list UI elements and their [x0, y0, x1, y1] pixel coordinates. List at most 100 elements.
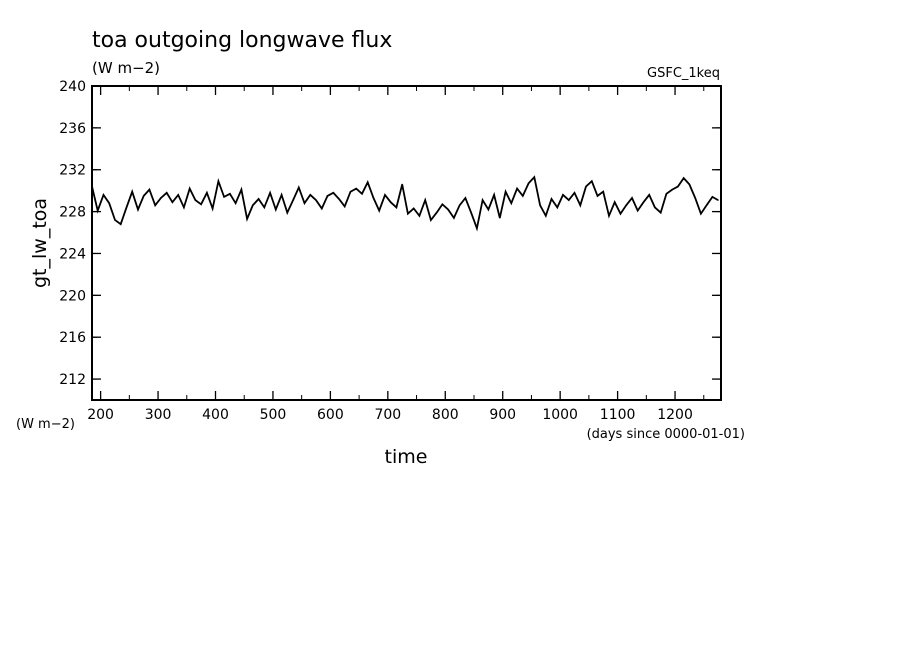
data-point — [131, 191, 133, 193]
y-tick-label: 212 — [59, 372, 86, 388]
data-point — [263, 206, 265, 208]
data-point — [413, 207, 415, 210]
data-point — [269, 192, 271, 194]
data-point — [516, 188, 518, 190]
data-point — [108, 202, 110, 204]
data-point — [573, 192, 576, 194]
data-point — [447, 208, 449, 211]
data-point — [545, 215, 547, 217]
data-point — [568, 199, 570, 201]
data-point — [631, 197, 633, 199]
y-tick-label: 224 — [59, 246, 86, 262]
data-point — [671, 189, 673, 191]
data-point — [200, 203, 202, 205]
data-point — [637, 210, 639, 212]
data-point — [505, 191, 507, 193]
data-point — [510, 202, 512, 204]
data-point — [171, 201, 173, 203]
data-point — [143, 195, 145, 197]
data-point — [562, 194, 564, 196]
y-tick-label: 228 — [59, 205, 86, 221]
x-axis-units: (days since 0000-01-01) — [587, 427, 745, 442]
data-point — [344, 205, 346, 207]
y-tick-label: 216 — [59, 330, 86, 346]
data-point — [298, 186, 300, 189]
data-point — [591, 180, 593, 182]
data-point — [177, 194, 179, 196]
data-point — [395, 206, 397, 208]
data-point — [372, 197, 375, 199]
data-point — [183, 206, 185, 208]
data-point — [533, 176, 535, 178]
data-point — [441, 203, 443, 205]
data-point — [338, 198, 340, 200]
data-point — [706, 204, 708, 206]
data-point — [160, 197, 162, 199]
data-point — [717, 199, 719, 201]
data-point — [453, 217, 455, 219]
data-point — [390, 201, 392, 203]
data-point — [700, 213, 702, 215]
data-point — [349, 191, 352, 193]
data-point — [361, 193, 363, 195]
data-point — [585, 185, 587, 188]
data-point — [660, 212, 662, 214]
data-point — [579, 204, 581, 206]
data-point — [459, 204, 461, 206]
y-tick-label: 240 — [59, 79, 86, 95]
data-point — [602, 191, 604, 193]
data-point — [252, 204, 254, 206]
data-point — [194, 199, 196, 201]
data-point — [464, 197, 466, 199]
plot-frame — [91, 85, 722, 401]
data-point — [596, 195, 599, 197]
data-point — [648, 194, 650, 196]
series-group — [91, 175, 719, 232]
data-point — [470, 212, 472, 214]
data-point — [120, 223, 122, 225]
data-point — [378, 210, 380, 212]
data-point — [677, 185, 679, 188]
x-tick-label: 900 — [489, 407, 516, 423]
data-point — [401, 183, 403, 185]
data-point — [436, 212, 438, 214]
data-point — [683, 177, 685, 179]
data-point — [114, 219, 116, 221]
data-point — [619, 213, 622, 215]
data-point — [125, 206, 128, 208]
data-point — [309, 194, 311, 196]
data-point — [556, 206, 558, 208]
data-point — [275, 208, 277, 211]
x-tick-label: 1100 — [600, 407, 636, 423]
data-point — [550, 198, 553, 200]
data-point — [326, 195, 329, 197]
data-point — [154, 204, 156, 206]
data-point — [355, 188, 357, 190]
data-point — [711, 196, 714, 198]
data-point — [292, 199, 294, 201]
x-tick-label: 700 — [374, 407, 401, 423]
corner-label: GSFC_1keq — [647, 66, 720, 81]
x-tick-label: 300 — [145, 407, 172, 423]
data-point — [694, 197, 696, 199]
data-point — [235, 202, 237, 204]
chart-subtitle: (W m−2) — [92, 59, 160, 77]
data-point — [223, 196, 225, 198]
data-point — [286, 212, 288, 214]
data-point — [240, 189, 242, 191]
data-point — [137, 208, 139, 211]
x-tick-label: 1200 — [657, 407, 693, 423]
data-point — [499, 217, 501, 219]
data-point — [407, 213, 409, 215]
data-point — [189, 188, 191, 190]
data-point — [332, 192, 334, 194]
data-point — [418, 215, 420, 217]
data-point — [688, 183, 691, 185]
data-point — [148, 189, 150, 191]
data-point — [642, 201, 645, 203]
data-point — [487, 208, 489, 211]
data-point — [654, 206, 656, 208]
x-tick-label: 1000 — [542, 407, 578, 423]
data-point — [476, 227, 478, 229]
